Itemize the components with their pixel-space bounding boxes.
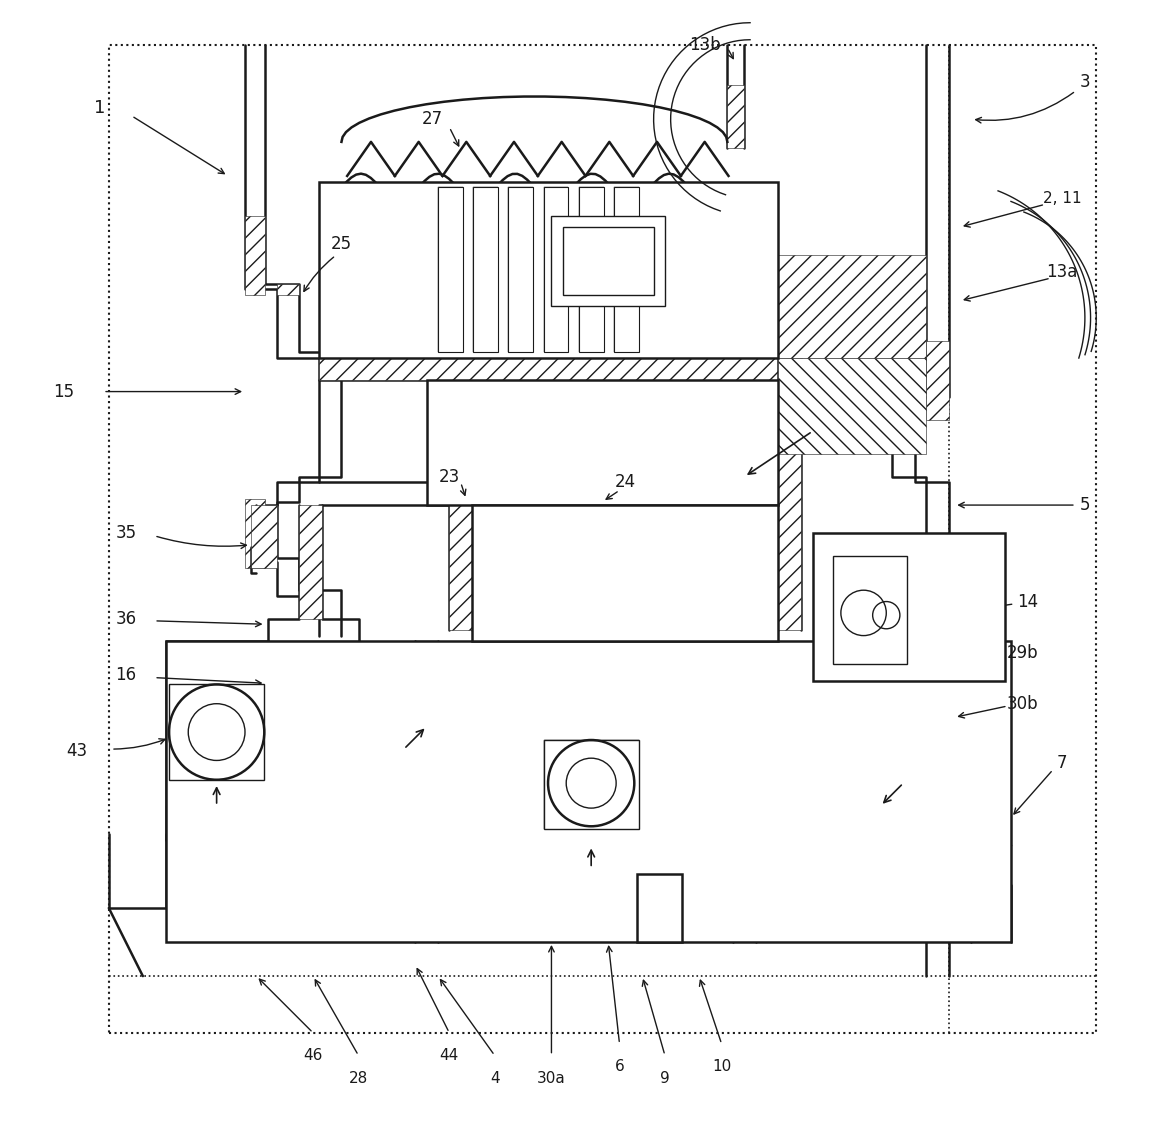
Bar xyxy=(578,187,604,352)
Bar xyxy=(614,187,639,352)
Bar xyxy=(755,641,1011,942)
Bar xyxy=(603,380,779,505)
Bar xyxy=(109,45,1096,1033)
Bar xyxy=(578,187,604,352)
Text: 30b: 30b xyxy=(1007,695,1039,713)
Bar xyxy=(426,187,540,352)
Bar xyxy=(165,806,268,840)
Bar xyxy=(169,684,265,780)
Text: 15: 15 xyxy=(53,382,74,401)
Text: 44: 44 xyxy=(439,1048,459,1063)
Text: 28: 28 xyxy=(349,1070,368,1086)
Bar xyxy=(926,738,949,760)
Bar xyxy=(733,641,755,908)
Text: 7: 7 xyxy=(1057,754,1068,772)
Bar xyxy=(245,216,266,295)
Bar xyxy=(540,187,653,352)
Bar xyxy=(508,187,533,352)
Text: 24: 24 xyxy=(615,473,636,491)
Text: 27: 27 xyxy=(422,110,443,128)
Bar xyxy=(625,505,779,641)
Text: 29a: 29a xyxy=(570,553,601,571)
Text: 6: 6 xyxy=(615,1059,624,1075)
Bar xyxy=(472,505,779,641)
Bar xyxy=(543,187,568,352)
Text: 10: 10 xyxy=(712,1059,732,1075)
Bar xyxy=(508,187,533,352)
Bar xyxy=(926,579,949,647)
Text: 35: 35 xyxy=(115,524,136,543)
Text: 3: 3 xyxy=(1080,73,1090,91)
Text: 4: 4 xyxy=(489,1070,500,1086)
Bar xyxy=(926,340,949,420)
Bar xyxy=(276,284,300,295)
Bar xyxy=(165,641,1011,942)
Bar xyxy=(300,505,322,619)
Bar xyxy=(450,482,472,630)
Bar xyxy=(473,187,498,352)
Bar xyxy=(438,187,463,352)
Bar xyxy=(833,556,906,664)
Bar xyxy=(779,255,926,358)
Text: 43: 43 xyxy=(67,742,88,760)
Text: 1: 1 xyxy=(94,99,105,117)
Bar xyxy=(438,187,463,352)
Text: 9: 9 xyxy=(660,1070,670,1086)
Bar xyxy=(813,533,1006,681)
Bar xyxy=(563,227,653,295)
Bar xyxy=(614,187,639,352)
Bar xyxy=(472,505,625,641)
Bar xyxy=(251,505,276,568)
Text: 29b: 29b xyxy=(1007,644,1039,662)
Bar xyxy=(543,740,639,829)
Text: 13b: 13b xyxy=(689,36,720,54)
Bar xyxy=(552,216,665,306)
Bar xyxy=(322,187,436,352)
Text: 2, 11: 2, 11 xyxy=(1043,191,1082,207)
Bar xyxy=(268,641,358,681)
Text: 5: 5 xyxy=(1080,496,1090,514)
Bar xyxy=(648,187,773,352)
Text: 16: 16 xyxy=(115,666,136,684)
Bar xyxy=(813,533,909,681)
Bar xyxy=(972,914,1011,942)
Bar xyxy=(319,358,779,380)
Bar xyxy=(779,358,926,454)
Bar xyxy=(909,533,1006,681)
Text: 25: 25 xyxy=(331,235,352,253)
Text: 23: 23 xyxy=(439,468,460,486)
Bar xyxy=(543,740,639,829)
Bar xyxy=(426,380,779,505)
Bar xyxy=(727,85,745,148)
Bar xyxy=(416,641,438,908)
Text: 46: 46 xyxy=(303,1048,323,1063)
Bar xyxy=(779,358,801,630)
Bar xyxy=(473,187,498,352)
Bar xyxy=(245,499,266,568)
Bar xyxy=(165,670,268,704)
Bar xyxy=(637,874,682,942)
Bar xyxy=(319,182,779,358)
Text: 14: 14 xyxy=(1018,592,1039,611)
Text: 30a: 30a xyxy=(537,1070,566,1086)
Text: 13a: 13a xyxy=(1047,263,1077,281)
Bar xyxy=(543,187,568,352)
Text: 36: 36 xyxy=(115,609,136,628)
Bar xyxy=(426,380,603,505)
